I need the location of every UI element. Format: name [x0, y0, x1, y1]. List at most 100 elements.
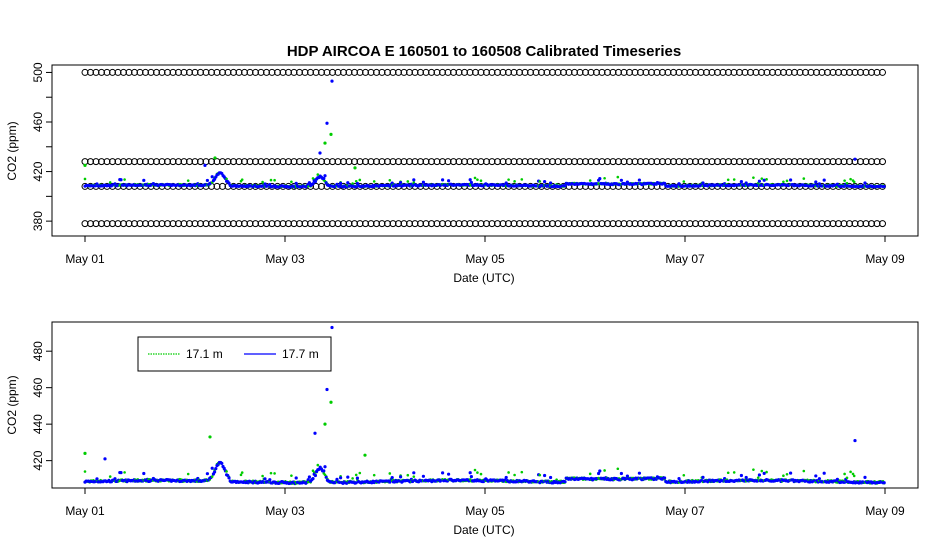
series-17-7m-point [294, 181, 298, 185]
series-17-1m-point [726, 178, 730, 182]
series-17-1m-point [538, 473, 542, 477]
series-17-7m-point [220, 461, 224, 465]
series-17-7m-point [311, 477, 315, 481]
series-17-7m-point [205, 178, 209, 183]
series-17-1m-point [851, 472, 855, 476]
series-17-7m-point [822, 178, 826, 182]
series-17-7m-point [307, 181, 311, 185]
spike-point [103, 457, 107, 461]
series-17-7m-point [762, 178, 766, 182]
series-17-7m-point [339, 181, 343, 185]
spike-point [363, 453, 367, 457]
series-17-7m-point [313, 180, 317, 184]
series-17-1m-point [520, 178, 524, 181]
bottom-x-axis: May 01 May 03 May 05 May 07 May 09 [65, 488, 905, 518]
series-17-1m-point [269, 471, 273, 475]
series-17-7m-point [663, 476, 667, 480]
series-17-7m-point [399, 181, 403, 185]
y-tick-label: 500 [31, 62, 45, 82]
series-17-7m-point [468, 471, 472, 475]
series-17-7m-point [814, 180, 818, 184]
series-17-7m-point [397, 479, 401, 483]
series-17-7m-point [323, 174, 327, 178]
series-17-7m-point [322, 176, 326, 181]
series-17-7m-point [397, 183, 401, 187]
series-17-1m-point [603, 176, 606, 180]
spike-point [323, 422, 327, 426]
series-17-1m-point [358, 178, 362, 182]
y-tick-label: 460 [31, 377, 45, 397]
series-17-7m-point [789, 471, 793, 475]
series-17-7m-point [313, 473, 317, 478]
series-17-1m-point [406, 180, 410, 183]
legend-label-2: 17.7 m [282, 347, 319, 361]
series-17-7m-point [339, 476, 343, 480]
series-17-7m-point [739, 473, 744, 478]
spike-point [330, 325, 334, 330]
spike-point [318, 151, 322, 155]
series-17-7m-point [447, 179, 451, 183]
series-17-1m-point [588, 179, 592, 182]
bottom-y-axis-label: CO2 (ppm) [5, 375, 19, 434]
series-17-7m-point [563, 480, 567, 484]
top-plot-frame [51, 64, 919, 237]
y-tick-label: 380 [31, 211, 45, 231]
bottom-x-axis-label: Date (UTC) [453, 523, 514, 537]
series-17-7m-point [113, 477, 117, 481]
y-tick-label: 480 [31, 341, 45, 361]
series-17-1m-point [756, 476, 760, 479]
series-17-7m-point [399, 475, 403, 479]
legend-box [137, 336, 332, 372]
series-17-1m-point [616, 467, 620, 471]
x-tick-label: May 03 [265, 504, 305, 518]
series-17-7m-point [421, 474, 425, 478]
series-17-7m-point [744, 475, 748, 480]
spike-point [203, 163, 207, 167]
series-17-7m-point [210, 466, 214, 470]
series-17-7m-point [549, 181, 553, 185]
top-reference-points [81, 68, 886, 228]
series-17-7m-point [210, 175, 214, 179]
series-17-7m-point [619, 471, 624, 476]
series-17-1m-point [225, 470, 228, 473]
series-17-1m-point [210, 475, 214, 478]
series-17-7m-point [412, 471, 416, 475]
series-17-1m-point [588, 472, 592, 476]
spike-point [853, 157, 857, 161]
series-17-1m-point [473, 176, 477, 180]
spike-point [353, 166, 357, 170]
series-17-1m-point [752, 176, 755, 179]
series-17-1m-point [852, 474, 856, 478]
series-17-1m-point [83, 177, 87, 181]
series-17-1m-point [760, 177, 764, 180]
series-17-1m-point [273, 472, 276, 475]
series-17-7m-point [637, 178, 642, 182]
spike-point [325, 121, 329, 125]
series-17-7m-point [294, 476, 298, 480]
series-17-1m-point [507, 471, 510, 474]
series-17-7m-point [814, 474, 818, 478]
series-17-1m-point [468, 478, 472, 481]
series-17-7m-point [817, 477, 822, 481]
series-17-7m-point [469, 475, 473, 479]
y-tick-label: 420 [31, 161, 45, 181]
series-17-7m-point [504, 475, 508, 480]
series-17-1m-point [682, 180, 686, 183]
series-17-1m-point [239, 473, 243, 477]
series-17-7m-point [263, 477, 267, 481]
series-17-1m-point [123, 471, 126, 474]
series-17-7m-point [355, 476, 359, 480]
top-data-series [83, 79, 886, 189]
y-tick-label: 440 [31, 414, 45, 434]
series-17-1m-point [513, 180, 516, 183]
series-17-7m-point [822, 471, 826, 475]
series-17-7m-point [119, 178, 123, 182]
series-17-7m-point [637, 471, 642, 475]
series-17-7m-point [214, 466, 218, 471]
series-17-1m-point [555, 478, 558, 481]
series-17-7m-point [412, 178, 416, 182]
x-tick-label: May 09 [865, 252, 905, 266]
series-17-1m-point [726, 471, 730, 475]
x-tick-label: May 07 [665, 504, 705, 518]
series-17-1m-point [316, 173, 320, 176]
